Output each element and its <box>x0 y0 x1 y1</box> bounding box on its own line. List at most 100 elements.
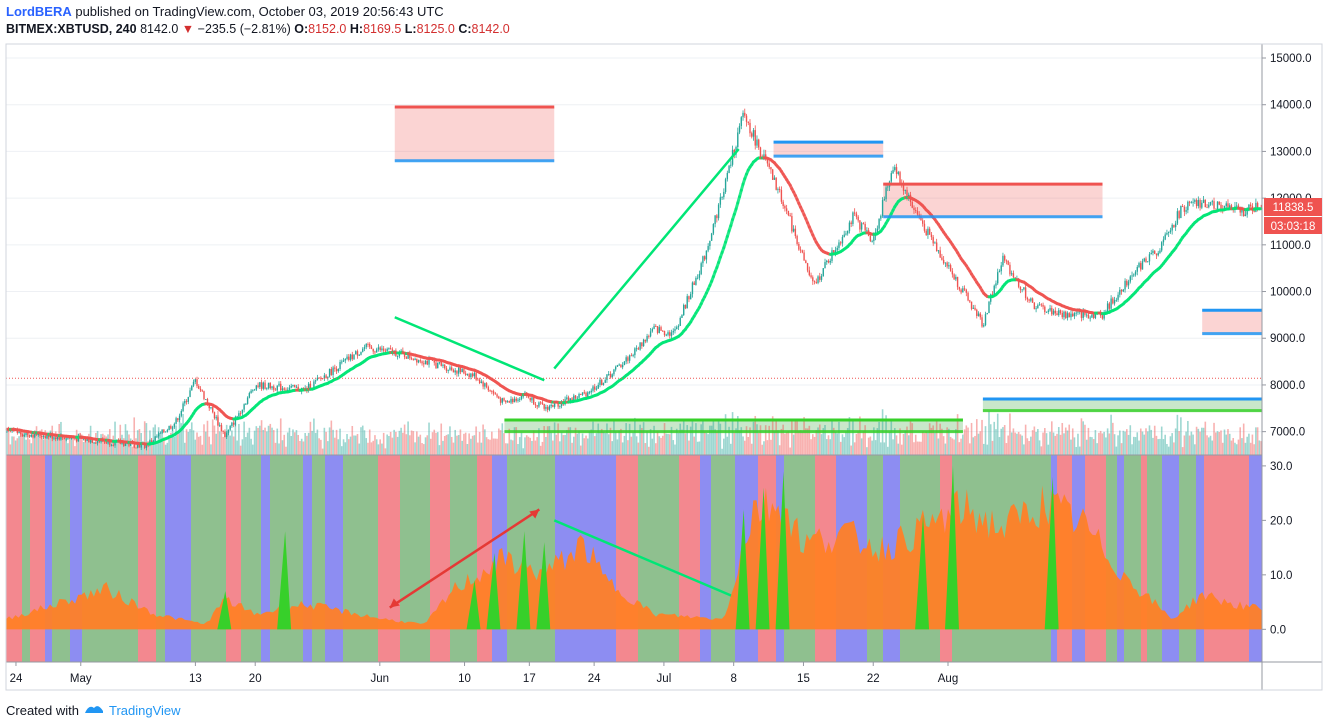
volume-bar <box>360 427 362 455</box>
osc-green-line[interactable] <box>553 519 735 598</box>
volume-bar <box>635 436 638 455</box>
volume-bar <box>1035 431 1037 455</box>
candle-body <box>75 438 78 442</box>
volume-bar <box>463 433 465 455</box>
candle-body <box>890 173 893 182</box>
candle-body <box>281 388 284 391</box>
trend-line-down[interactable] <box>394 316 545 382</box>
candle-body <box>688 296 690 300</box>
candle-body <box>1103 312 1105 319</box>
volume-bar <box>539 445 542 455</box>
volume-bar <box>756 424 758 455</box>
oscillator-bg-stripe <box>378 455 400 662</box>
candle-body <box>1136 267 1138 272</box>
volume-bar <box>1047 444 1050 455</box>
candle-body <box>170 426 172 429</box>
volume-bar <box>264 427 266 455</box>
candle-body <box>1204 199 1207 208</box>
volume-bar <box>135 438 137 455</box>
candle-body <box>416 358 418 363</box>
volume-bar <box>738 430 741 455</box>
volume-bar <box>511 440 514 455</box>
candle-body <box>321 378 324 380</box>
volume-bar <box>874 440 877 455</box>
volume-bar <box>630 436 633 455</box>
candle-body <box>484 383 486 387</box>
volume-bar <box>187 431 190 455</box>
volume-bar <box>346 434 348 455</box>
volume-bar <box>998 437 1001 455</box>
candle-body <box>792 228 795 232</box>
candle-body <box>642 339 645 347</box>
candle-body <box>1054 310 1056 314</box>
volume-bar <box>321 448 324 455</box>
candle-body <box>1082 311 1084 318</box>
tradingview-logo-icon[interactable] <box>83 702 105 719</box>
volume-bar <box>82 442 85 455</box>
volume-bar <box>838 421 840 455</box>
volume-bar <box>658 436 661 455</box>
volume-bar <box>1146 431 1149 455</box>
candle-body <box>1202 199 1205 203</box>
trend-line-up[interactable] <box>553 148 740 370</box>
candle-body <box>559 406 561 407</box>
volume-bar <box>47 432 50 455</box>
volume-bar <box>818 424 821 455</box>
volume-bar <box>543 426 545 455</box>
candle-body <box>91 440 94 443</box>
candle-body <box>1056 313 1058 316</box>
volume-bar <box>857 431 859 455</box>
candle-body <box>348 356 350 360</box>
volume-bar <box>855 433 858 455</box>
candle-body <box>1138 263 1140 268</box>
oscillator-bg-stripe <box>522 455 533 662</box>
candle-body <box>1127 281 1130 286</box>
candle-body <box>545 407 547 409</box>
volume-bar <box>16 438 19 455</box>
volume-bar <box>712 421 715 455</box>
candle-body <box>1145 258 1147 263</box>
volume-bar <box>143 421 146 455</box>
candle-body <box>1176 211 1179 224</box>
volume-bar <box>1139 428 1142 455</box>
volume-bar <box>232 436 235 455</box>
candle-body <box>726 172 729 180</box>
trend-drawings[interactable] <box>389 148 740 609</box>
author-link[interactable]: LordBERA <box>6 4 72 19</box>
volume-bar <box>785 431 788 455</box>
volume-bar <box>1117 435 1119 455</box>
candle-body <box>1077 311 1079 313</box>
candle-body <box>571 398 573 401</box>
candle-body <box>848 222 851 232</box>
candle-body <box>1084 311 1086 315</box>
volume-bar <box>63 438 66 455</box>
candle-body <box>784 206 786 209</box>
candle-body <box>489 390 491 392</box>
volume-bar <box>1246 436 1248 455</box>
candle-body <box>819 276 821 280</box>
osc-red-arrow[interactable] <box>389 508 540 609</box>
candle-body <box>820 276 823 280</box>
candle-body <box>341 361 343 363</box>
volume-bar <box>559 441 561 455</box>
candle-body <box>407 353 409 359</box>
volume-bar <box>730 443 732 455</box>
candle-body <box>1080 311 1083 318</box>
candle-body <box>728 165 730 173</box>
volume-bar <box>787 431 790 455</box>
candle-body <box>154 436 156 441</box>
candle-body <box>224 431 226 437</box>
oscillator-bg-stripe <box>700 455 711 662</box>
volume-bar <box>1173 442 1175 455</box>
tradingview-brand[interactable]: TradingView <box>108 703 181 718</box>
volume-bar <box>709 425 711 455</box>
candle-body <box>252 389 254 391</box>
candle-body <box>475 373 477 380</box>
candle-body <box>1112 298 1114 304</box>
volume-bar <box>39 430 41 455</box>
volume-bar <box>962 434 964 455</box>
volume-bar <box>1218 432 1221 455</box>
candle-body <box>287 389 289 391</box>
oscillator-bg-stripe <box>711 455 717 662</box>
